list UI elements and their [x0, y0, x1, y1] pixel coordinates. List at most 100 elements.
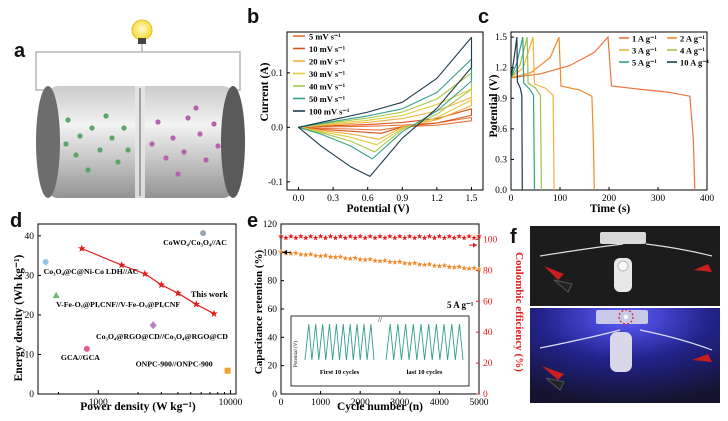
retention-point	[342, 255, 349, 261]
ce-point	[387, 233, 393, 239]
this-work-point	[210, 309, 218, 317]
gcd-legend-label: 2 A g⁻¹	[680, 34, 705, 44]
ce-point	[357, 233, 364, 239]
this-work-point	[157, 280, 166, 289]
cycling-x-tick-label: 5000	[470, 398, 489, 408]
gcd-series-5	[510, 37, 523, 191]
retention-point	[372, 257, 378, 264]
cycling-y2-tick-label: 60	[483, 297, 493, 307]
ce-point	[293, 234, 299, 241]
cv-series-1	[297, 108, 473, 134]
cv-y-tick-label: 0.1	[271, 69, 283, 79]
cycling-y-tick-label: 80	[268, 277, 278, 287]
panel-letter-a: a	[14, 40, 26, 62]
ragone-x-tick-label: 10000	[219, 398, 243, 408]
cycling-y-tick-label: 20	[268, 362, 278, 372]
gcd-series-3	[510, 36, 542, 191]
retention-point	[332, 254, 339, 260]
ce-point	[421, 234, 428, 241]
ce-point	[337, 233, 344, 239]
cv-x-tick-label: 0.0	[293, 194, 305, 204]
cylinder-cell	[36, 86, 245, 198]
cv-series-6	[297, 36, 473, 177]
ragone-y-tick-label: 10	[25, 350, 35, 360]
gcd-y-tick-label: 0.6	[495, 125, 507, 135]
ragone-y-tick-label: 0	[29, 390, 34, 400]
panel-letter-c: c	[478, 6, 490, 28]
this-work-point	[174, 289, 182, 297]
inset-last-label: last 10 cycles	[407, 369, 443, 376]
ragone-point	[52, 291, 60, 299]
inset-last-cycles	[385, 323, 464, 361]
ce-point	[278, 233, 284, 239]
cv-legend-label: 10 mV s⁻¹	[309, 44, 346, 54]
gcd-legend-label: 4 A g⁻¹	[680, 46, 705, 56]
ragone-point-label: Co₃O₄@RGO@CD//Co₃O₄@RGO@CD	[96, 332, 228, 341]
ragone-y-tick-label: 20	[25, 311, 35, 321]
ragone-point-label: V-Fe-Oₓ@PIₑCNF//V-Fe-Oₓ@PIₑCNF	[56, 300, 180, 309]
ragone-point-label: Co₃O₄@C@Ni-Co LDH//AC	[44, 267, 139, 276]
retention-point	[317, 253, 324, 259]
cycling-y-tick-label: 40	[268, 333, 278, 343]
ce-point	[367, 233, 373, 239]
cv-series-4	[297, 72, 473, 153]
cv-x-tick-label: 0.3	[327, 194, 339, 204]
ragone-y-tick-label: 40	[25, 232, 35, 242]
retention-point	[297, 251, 304, 257]
ce-point	[441, 234, 448, 241]
ce-point	[377, 233, 383, 239]
retention-point	[406, 260, 413, 267]
retention-point	[312, 252, 319, 259]
device-schematic	[35, 19, 245, 198]
retention-point	[466, 265, 472, 272]
retention-point	[441, 262, 448, 268]
cv-legend-label: 100 mV s⁻¹	[309, 107, 350, 117]
ce-point	[451, 234, 458, 241]
gcd-legend-label: 10 A g⁻¹	[680, 58, 710, 68]
cycling-x-tick-label: 4000	[430, 398, 449, 408]
retention-point	[471, 265, 477, 271]
ce-point	[396, 233, 403, 239]
retention-point	[436, 263, 443, 269]
retention-point	[382, 257, 388, 263]
cycling-y-title: Capacitance retention (%)	[253, 249, 265, 374]
cycling-y-tick-label: 100	[263, 248, 278, 258]
retention-point	[327, 253, 334, 260]
cv-legend-label: 30 mV s⁻¹	[309, 69, 346, 79]
retention-axis-arrowhead	[283, 249, 287, 255]
retention-point	[426, 261, 433, 267]
cv-x-tick-label: 0.6	[362, 194, 374, 204]
ragone-x-tick-label: 1000	[89, 398, 108, 408]
ce-point	[476, 233, 482, 239]
ce-point	[431, 234, 438, 241]
retention-point	[357, 256, 364, 262]
cycling-x-title: Cycle number (n)	[337, 401, 423, 413]
cycling-x-tick-label: 1000	[311, 398, 330, 408]
cv-plot-frame	[286, 31, 484, 191]
retention-point	[416, 261, 423, 267]
cycling-y-tick-label: 60	[268, 305, 278, 315]
ragone-plot-frame	[37, 223, 237, 395]
ce-point	[416, 233, 423, 239]
retention-point	[367, 256, 373, 262]
gcd-x-title: Time (s)	[590, 203, 631, 215]
retention-point	[352, 255, 359, 261]
cycling-y-tick-label: 120	[263, 220, 278, 230]
panel-letter-f: f	[510, 226, 517, 248]
cycling-x-tick-label: 0	[279, 398, 284, 408]
ragone-point	[200, 230, 207, 237]
ragone-point	[83, 345, 90, 352]
gcd-x-tick-label: 0	[509, 194, 514, 204]
ragone-point-label: GCA//GCA	[61, 353, 100, 362]
cv-series-0	[297, 116, 473, 131]
cycling-y2-tick-label: 100	[483, 235, 498, 245]
ce-point	[352, 234, 359, 241]
cv-legend-label: 5 mV s⁻¹	[309, 32, 341, 42]
retention-point	[387, 259, 393, 265]
led-demo-photo-off	[530, 226, 720, 306]
ce-point	[382, 234, 388, 241]
cycling-y2-tick-label: 20	[483, 359, 493, 369]
ragone-point-label: CoWO₄/Co₃O₄//AC	[163, 238, 227, 247]
